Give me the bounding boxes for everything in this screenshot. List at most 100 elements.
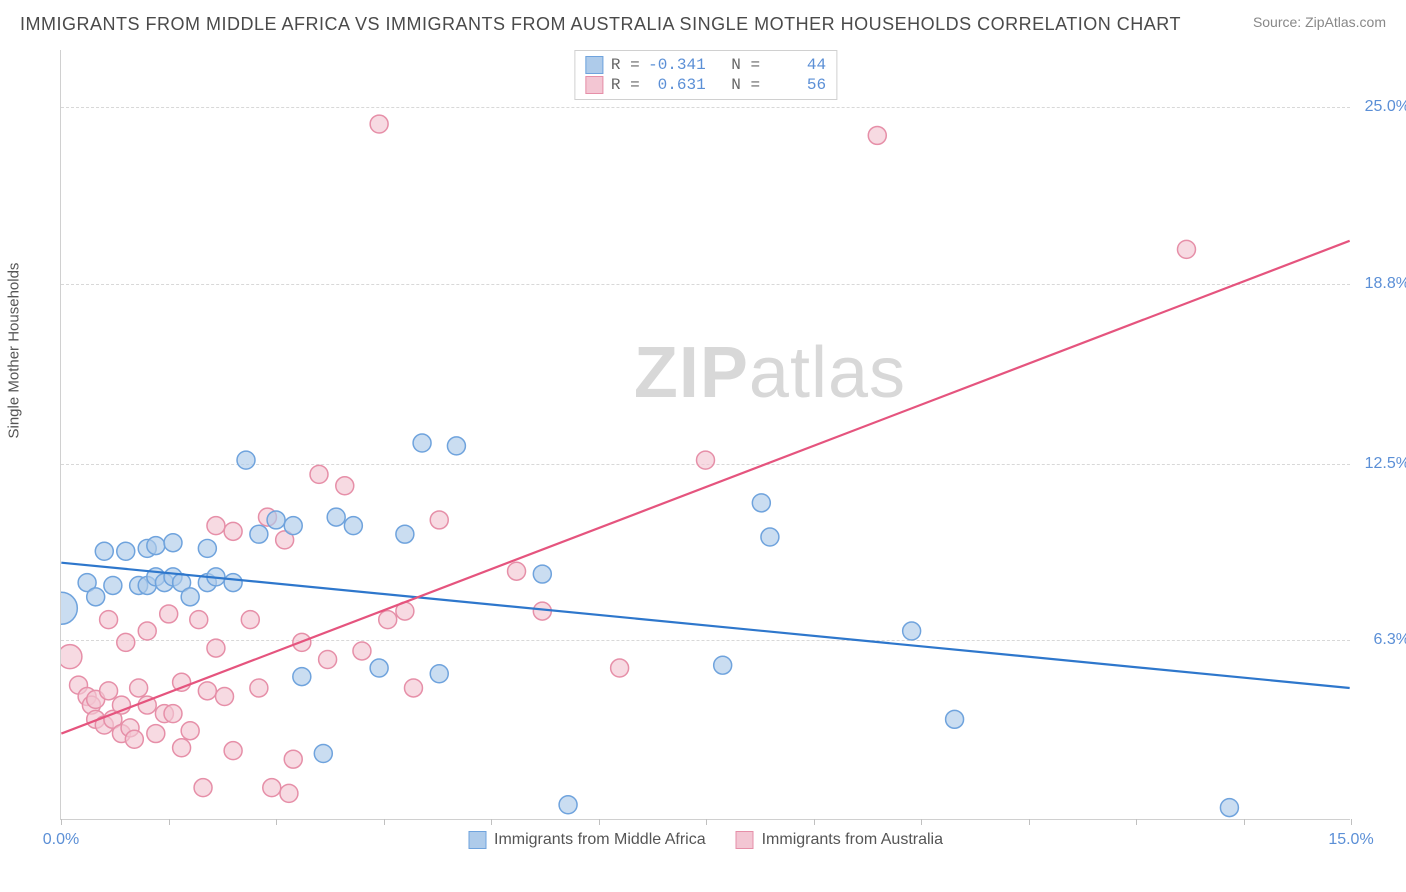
scatter-point (250, 525, 268, 543)
scatter-point (903, 622, 921, 640)
r-value-b: 0.631 (648, 76, 706, 94)
x-tick-mark (276, 819, 277, 825)
x-tick-label: 0.0% (43, 831, 79, 849)
scatter-point (404, 679, 422, 697)
legend-item-a: Immigrants from Middle Africa (468, 831, 706, 849)
scatter-point (344, 517, 362, 535)
scatter-point (263, 779, 281, 797)
scatter-point (430, 511, 448, 529)
trend-line (61, 241, 1349, 734)
scatter-point (237, 451, 255, 469)
scatter-point (194, 779, 212, 797)
y-axis-label: Single Mother Households (6, 263, 23, 439)
scatter-point (761, 528, 779, 546)
scatter-point (353, 642, 371, 660)
scatter-point (370, 659, 388, 677)
x-tick-mark (599, 819, 600, 825)
scatter-point (173, 739, 191, 757)
scatter-point (181, 722, 199, 740)
scatter-point (117, 542, 135, 560)
stats-row-series-b: R = 0.631 N = 56 (585, 75, 826, 95)
scatter-point (413, 434, 431, 452)
x-tick-mark (1136, 819, 1137, 825)
scatter-point (224, 742, 242, 760)
x-tick-mark (169, 819, 170, 825)
scatter-point (117, 633, 135, 651)
scatter-point (611, 659, 629, 677)
scatter-point (280, 784, 298, 802)
scatter-point (241, 611, 259, 629)
stats-legend: R = -0.341 N = 44 R = 0.631 N = 56 (574, 50, 837, 100)
scatter-point (752, 494, 770, 512)
scatter-point (147, 725, 165, 743)
scatter-point (946, 710, 964, 728)
source-name: ZipAtlas.com (1305, 14, 1386, 30)
stats-row-series-a: R = -0.341 N = 44 (585, 55, 826, 75)
x-tick-mark (491, 819, 492, 825)
x-tick-mark (61, 819, 62, 825)
scatter-point (100, 682, 118, 700)
scatter-point (714, 656, 732, 674)
scatter-point (95, 542, 113, 560)
scatter-point (697, 451, 715, 469)
scatter-point (100, 611, 118, 629)
scatter-point (125, 730, 143, 748)
scatter-point (267, 511, 285, 529)
scatter-point (224, 522, 242, 540)
x-tick-label: 15.0% (1328, 831, 1373, 849)
scatter-point (508, 562, 526, 580)
scatter-point (216, 688, 234, 706)
scatter-point (224, 574, 242, 592)
scatter-point (207, 517, 225, 535)
x-tick-mark (1351, 819, 1352, 825)
scatter-point (164, 705, 182, 723)
source-attribution: Source: ZipAtlas.com (1253, 14, 1386, 30)
scatter-point (61, 645, 82, 669)
swatch-series-b (585, 76, 603, 94)
scatter-point (284, 750, 302, 768)
n-value-a: 44 (768, 56, 826, 74)
x-tick-mark (706, 819, 707, 825)
scatter-point (868, 126, 886, 144)
legend-swatch-a (468, 831, 486, 849)
r-label: R = (611, 56, 640, 74)
scatter-point (314, 745, 332, 763)
scatter-point (160, 605, 178, 623)
scatter-svg (61, 50, 1350, 819)
r-label: R = (611, 76, 640, 94)
scatter-point (198, 539, 216, 557)
scatter-point (284, 517, 302, 535)
legend-label-a: Immigrants from Middle Africa (494, 831, 706, 849)
x-tick-mark (814, 819, 815, 825)
scatter-point (447, 437, 465, 455)
x-tick-mark (384, 819, 385, 825)
scatter-point (87, 588, 105, 606)
y-tick-label: 25.0% (1365, 98, 1406, 116)
scatter-point (293, 668, 311, 686)
legend-label-b: Immigrants from Australia (762, 831, 943, 849)
source-label: Source: (1253, 14, 1301, 30)
scatter-point (1177, 240, 1195, 258)
scatter-point (164, 534, 182, 552)
scatter-point (181, 588, 199, 606)
y-tick-label: 6.3% (1374, 631, 1406, 649)
scatter-point (104, 576, 122, 594)
x-tick-mark (921, 819, 922, 825)
scatter-point (430, 665, 448, 683)
scatter-point (1220, 799, 1238, 817)
legend-item-b: Immigrants from Australia (736, 831, 943, 849)
r-value-a: -0.341 (648, 56, 706, 74)
scatter-point (250, 679, 268, 697)
scatter-point (379, 611, 397, 629)
swatch-series-a (585, 56, 603, 74)
y-tick-label: 12.5% (1365, 455, 1406, 473)
scatter-point (190, 611, 208, 629)
legend-swatch-b (736, 831, 754, 849)
scatter-point (559, 796, 577, 814)
scatter-point (310, 465, 328, 483)
chart-title: IMMIGRANTS FROM MIDDLE AFRICA VS IMMIGRA… (20, 14, 1181, 35)
series-legend: Immigrants from Middle Africa Immigrants… (468, 831, 943, 849)
scatter-point (327, 508, 345, 526)
scatter-point (207, 639, 225, 657)
scatter-point (61, 592, 77, 624)
